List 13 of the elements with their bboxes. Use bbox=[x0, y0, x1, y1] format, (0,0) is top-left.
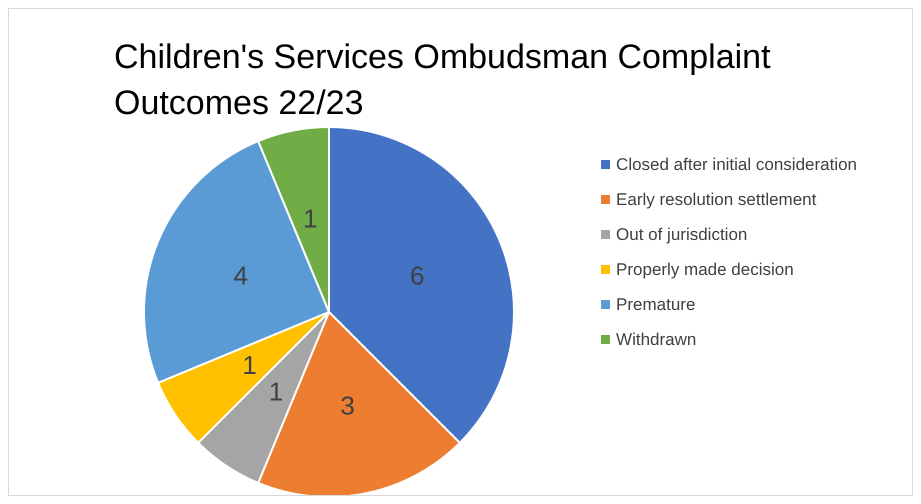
legend-label: Out of jurisdiction bbox=[616, 225, 748, 244]
chart-title: Children's Services Ombudsman Complaint Outcomes 22/23 bbox=[114, 38, 780, 122]
data-label: 3 bbox=[340, 390, 355, 421]
data-label: 1 bbox=[242, 350, 257, 380]
legend-label: Early resolution settlement bbox=[616, 190, 817, 209]
legend-label: Withdrawn bbox=[616, 330, 696, 349]
data-label: 1 bbox=[303, 203, 318, 234]
legend-label: Closed after initial consideration bbox=[616, 155, 858, 174]
data-label: 6 bbox=[410, 260, 424, 290]
legend-label: Properly made decision bbox=[616, 260, 794, 279]
legend-label: Premature bbox=[616, 295, 696, 314]
data-label: 4 bbox=[234, 260, 248, 290]
data-label: 1 bbox=[268, 376, 284, 406]
